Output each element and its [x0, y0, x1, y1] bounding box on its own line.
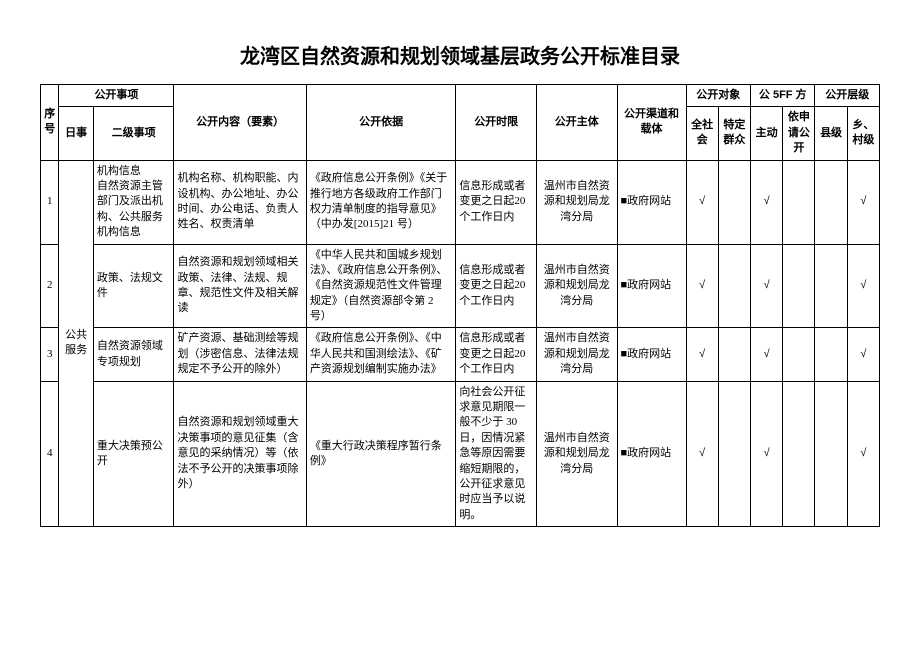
cell-channel: ■政府网站 [617, 160, 686, 244]
th-basis: 公开依据 [306, 85, 456, 161]
cell-active: √ [751, 160, 783, 244]
cell-subject: 温州市自然资源和规划局龙湾分局 [536, 160, 617, 244]
th-method: 公 5FF 方 [751, 85, 815, 107]
cell-content: 机构名称、机构职能、内设机构、办公地址、办公时间、办公电话、负责人姓名、权责清单 [174, 160, 306, 244]
table-body: 1公共服务机构信息自然资源主管部门及派出机构、公共服务机构信息机构名称、机构职能… [41, 160, 880, 527]
cell-all: √ [686, 328, 718, 381]
cell-subject: 温州市自然资源和规划局龙湾分局 [536, 328, 617, 381]
cell-village: √ [847, 381, 879, 527]
cell-village: √ [847, 244, 879, 328]
th-target: 公开对象 [686, 85, 750, 107]
cell-basis: 《政府信息公开条例》《关于推行地方各级政府工作部门权力清单制度的指导意见》（中办… [306, 160, 456, 244]
th-seq: 序号 [41, 85, 59, 161]
cell-content: 矿产资源、基础测绘等规划（涉密信息、法律法规规定不予公开的除外） [174, 328, 306, 381]
th-cat: 日事 [59, 107, 94, 160]
cell-sub: 机构信息自然资源主管部门及派出机构、公共服务机构信息 [93, 160, 174, 244]
cell-subject: 温州市自然资源和规划局龙湾分局 [536, 244, 617, 328]
catalog-table: 序号 公开事项 公开内容（要素） 公开依据 公开时限 公开主体 公开渠道和载体 … [40, 84, 880, 527]
cell-county [815, 160, 847, 244]
cell-time: 信息形成或者变更之日起20个工作日内 [456, 328, 537, 381]
cell-seq: 4 [41, 381, 59, 527]
cell-spec [718, 244, 750, 328]
cell-all: √ [686, 160, 718, 244]
th-subject: 公开主体 [536, 85, 617, 161]
cell-sub: 重大决策预公开 [93, 381, 174, 527]
th-level-county: 县级 [815, 107, 847, 160]
cell-county [815, 244, 847, 328]
th-target-spec: 特定群众 [718, 107, 750, 160]
cell-active: √ [751, 244, 783, 328]
cell-county [815, 328, 847, 381]
cell-sub: 政策、法规文件 [93, 244, 174, 328]
cell-seq: 1 [41, 160, 59, 244]
cell-all: √ [686, 244, 718, 328]
cell-village: √ [847, 160, 879, 244]
cell-category: 公共服务 [59, 160, 94, 527]
cell-spec [718, 160, 750, 244]
cell-basis: 《中华人民共和国城乡规划法》、《政府信息公开条例》、《自然资源规范性文件管理规定… [306, 244, 456, 328]
th-content: 公开内容（要素） [174, 85, 306, 161]
table-header-row-1: 序号 公开事项 公开内容（要素） 公开依据 公开时限 公开主体 公开渠道和载体 … [41, 85, 880, 107]
cell-content: 自然资源和规划领域重大决策事项的意见征集（含意见的采纳情况）等（依法不予公开的决… [174, 381, 306, 527]
cell-seq: 3 [41, 328, 59, 381]
th-time: 公开时限 [456, 85, 537, 161]
cell-channel: ■政府网站 [617, 328, 686, 381]
cell-time: 向社会公开征求意见期限一般不少于 30 日，因情况紧急等原因需要缩短期限的，公开… [456, 381, 537, 527]
cell-time: 信息形成或者变更之日起20个工作日内 [456, 244, 537, 328]
cell-basis: 《政府信息公开条例》、《中华人民共和国测绘法》、《矿产资源规划编制实施办法》 [306, 328, 456, 381]
cell-basis: 《重大行政决策程序暂行条例》 [306, 381, 456, 527]
cell-content: 自然资源和规划领域相关政策、法律、法规、规章、规范性文件及相关解读 [174, 244, 306, 328]
table-row: 1公共服务机构信息自然资源主管部门及派出机构、公共服务机构信息机构名称、机构职能… [41, 160, 880, 244]
cell-apply [783, 381, 815, 527]
cell-village: √ [847, 328, 879, 381]
th-channel: 公开渠道和载体 [617, 85, 686, 161]
cell-channel: ■政府网站 [617, 244, 686, 328]
cell-channel: ■政府网站 [617, 381, 686, 527]
cell-apply [783, 244, 815, 328]
table-row: 3 自然资源领域专项规划矿产资源、基础测绘等规划（涉密信息、法律法规规定不予公开的… [41, 328, 880, 381]
cell-time: 信息形成或者变更之日起20个工作日内 [456, 160, 537, 244]
th-level-village: 乡、村级 [847, 107, 879, 160]
cell-apply [783, 328, 815, 381]
th-method-active: 主动 [751, 107, 783, 160]
th-method-apply: 依申请公开 [783, 107, 815, 160]
th-sub: 二级事项 [93, 107, 174, 160]
th-level: 公开层级 [815, 85, 880, 107]
cell-seq: 2 [41, 244, 59, 328]
cell-spec [718, 328, 750, 381]
th-matter: 公开事项 [59, 85, 174, 107]
cell-spec [718, 381, 750, 527]
cell-active: √ [751, 328, 783, 381]
th-target-all: 全社会 [686, 107, 718, 160]
page-title: 龙湾区自然资源和规划领域基层政务公开标准目录 [40, 40, 880, 69]
cell-all: √ [686, 381, 718, 527]
cell-apply [783, 160, 815, 244]
table-row: 4 重大决策预公开自然资源和规划领域重大决策事项的意见征集（含意见的采纳情况）等（… [41, 381, 880, 527]
cell-county [815, 381, 847, 527]
cell-active: √ [751, 381, 783, 527]
cell-sub: 自然资源领域专项规划 [93, 328, 174, 381]
cell-subject: 温州市自然资源和规划局龙湾分局 [536, 381, 617, 527]
table-row: 2 政策、法规文件自然资源和规划领域相关政策、法律、法规、规章、规范性文件及相关解… [41, 244, 880, 328]
